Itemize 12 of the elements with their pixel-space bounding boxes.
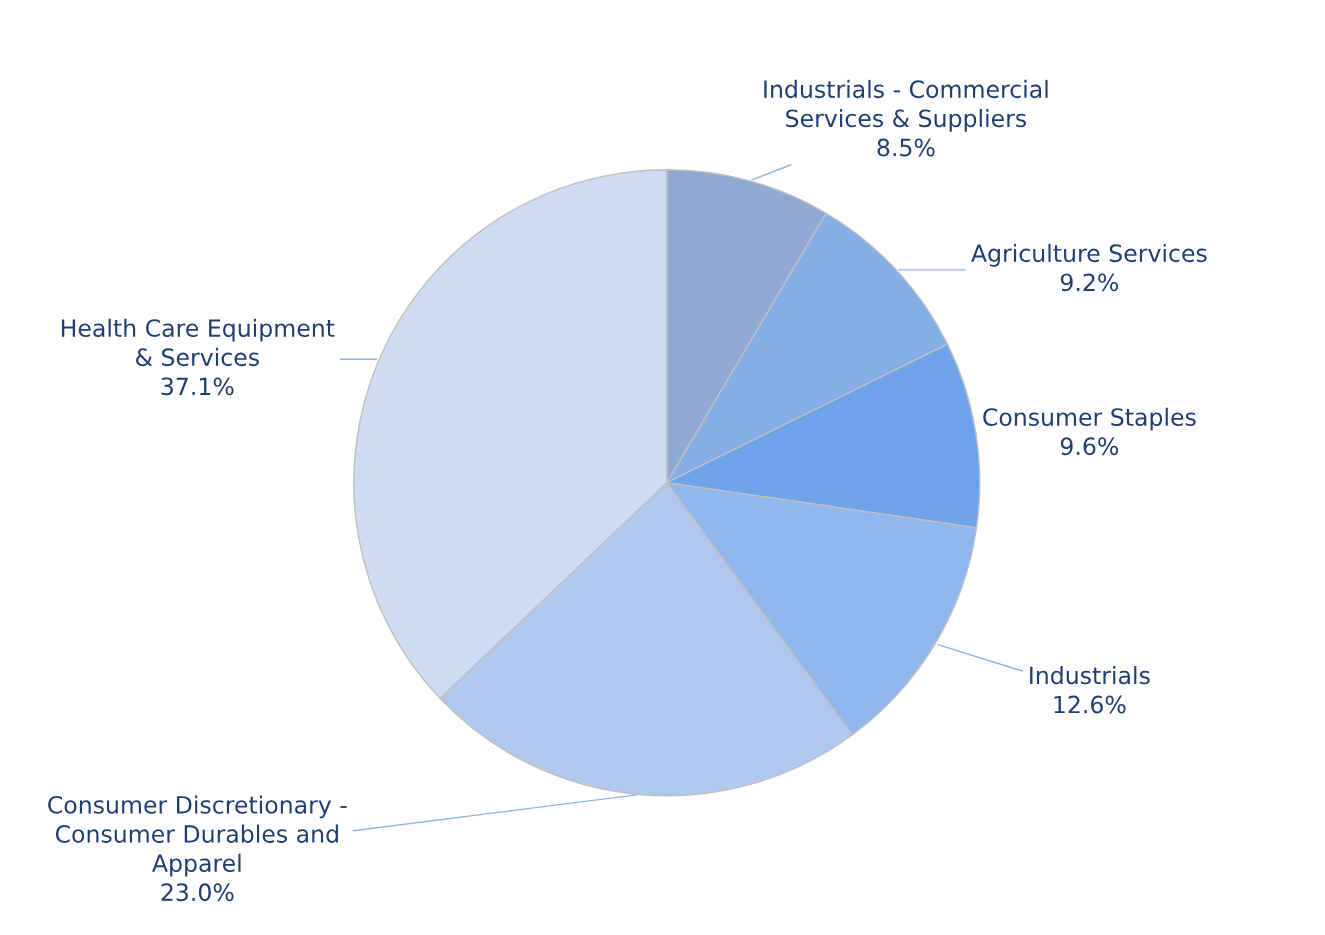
data-label: 12.6% — [1054, 695, 1126, 714]
slice-label: Industrials - Commercial Services & Suppliers — [764, 79, 1048, 132]
slice-label: Agriculture Services — [971, 243, 1207, 267]
data-label: 9.6% — [1060, 437, 1119, 456]
slice-label: Health Care Equipment & Services — [61, 318, 335, 367]
slice-label: Consumer Staples — [983, 407, 1196, 431]
data-label: 37.1% — [161, 377, 234, 396]
slice-label: Consumer Discretionary - Consumer Durables and Apparel — [48, 795, 347, 877]
data-label: 23.0% — [161, 883, 234, 902]
slice-label: Industrials — [1030, 666, 1150, 685]
data-label: 8.5% — [877, 138, 935, 157]
data-label: 9.2% — [1060, 273, 1119, 292]
